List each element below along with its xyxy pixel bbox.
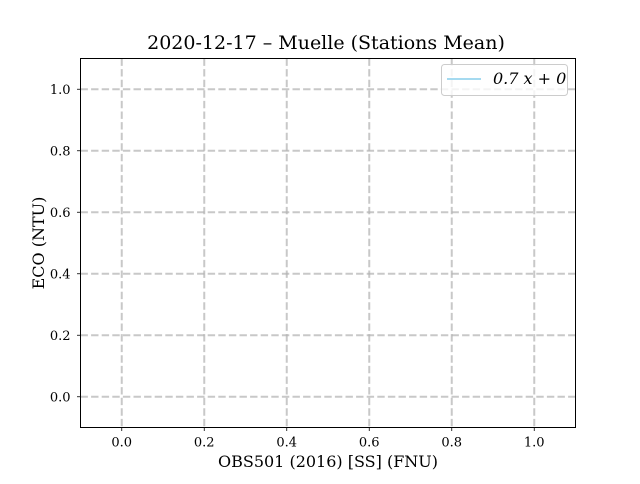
y-tick-label: 0.2 xyxy=(50,329,71,344)
y-tick-label: 0.0 xyxy=(50,390,71,405)
plot-area-frame xyxy=(80,58,576,428)
y-tick-label: 0.4 xyxy=(50,267,71,282)
x-axis-ticks: 0.0 0.2 0.4 0.6 0.8 1.0 xyxy=(111,427,545,451)
x-tick-label: 0.8 xyxy=(441,436,462,451)
legend: 0.7 x + 0 xyxy=(441,64,568,96)
grid-lines xyxy=(80,58,576,428)
legend-label-series-1: 0.7 x + 0 xyxy=(493,69,566,88)
y-tick-label: 0.6 xyxy=(50,206,71,221)
y-tick-label: 1.0 xyxy=(50,83,71,98)
y-tick-label: 0.8 xyxy=(50,144,71,159)
chart-title: 2020-12-17 – Muelle (Stations Mean) xyxy=(147,32,505,54)
x-tick-label: 0.0 xyxy=(111,436,132,451)
y-axis-label: ECO (NTU) xyxy=(29,197,48,290)
legend-box xyxy=(441,64,568,96)
x-tick-label: 0.4 xyxy=(276,436,297,451)
y-axis-ticks: 0.0 0.2 0.4 0.6 0.8 1.0 xyxy=(50,83,81,405)
x-axis-label: OBS501 (2016) [SS] (FNU) xyxy=(218,452,438,471)
x-tick-label: 0.2 xyxy=(194,436,215,451)
x-tick-label: 1.0 xyxy=(524,436,545,451)
x-tick-label: 0.6 xyxy=(359,436,380,451)
